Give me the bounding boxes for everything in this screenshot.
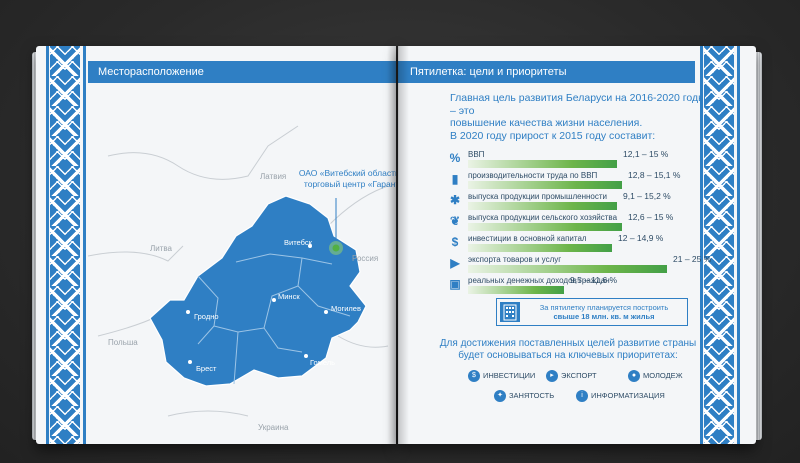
infobox-text: За пятилетку планируется построить свыше… xyxy=(525,303,683,321)
indicator-label: инвестиции в основной капитал xyxy=(468,234,587,243)
indicator-row: ❦ выпуска продукции сельского хозяйства 12… xyxy=(448,211,718,232)
city-mogilev: Могилев xyxy=(331,304,361,313)
chart-icon: ▮ xyxy=(451,172,459,186)
wallet-icon: ▣ xyxy=(449,277,461,291)
priorities-intro-line-1: Для достижения поставленных целей развит… xyxy=(439,338,697,349)
country-latvia: Латвия xyxy=(260,172,287,181)
money-icon: $ xyxy=(451,235,459,249)
callout-line-1: ОАО «Витебский областной xyxy=(298,168,396,178)
city-brest: Брест xyxy=(196,364,217,373)
priority-employment: ✦ ЗАНЯТОСТЬ xyxy=(494,390,554,402)
country-poland: Польша xyxy=(108,338,138,347)
indicator-row: ✱ выпуска продукции промышленности 9,1 – 1… xyxy=(448,190,718,211)
info-icon: i xyxy=(576,390,588,402)
priority-informatization: i ИНФОРМАТИЗАЦИЯ xyxy=(576,390,665,402)
indicator-value: 21 – 25 % xyxy=(673,254,712,264)
left-page-header: Месторасположение xyxy=(88,61,396,83)
indicator-label: ВВП xyxy=(468,150,485,159)
indicator-bar xyxy=(468,202,617,210)
indicator-label: экспорта товаров и услуг xyxy=(468,255,562,264)
belarus-map: ОАО «Витебский областной торговый центр … xyxy=(87,86,396,441)
indicator-bar xyxy=(468,286,564,294)
truck-icon: ▶ xyxy=(450,256,460,270)
indicator-label: выпуска продукции промышленности xyxy=(468,192,607,201)
priorities-intro-line-2: будет основываться на ключевых приоритет… xyxy=(458,350,678,361)
housing-infobox: За пятилетку планируется построить свыше… xyxy=(496,298,688,326)
truck-icon: ▸ xyxy=(546,370,558,382)
handshake-icon: ✦ xyxy=(494,390,506,402)
indicator-bar xyxy=(468,181,622,189)
intro-line-2: повышение качества жизни населения. xyxy=(450,117,643,129)
indicator-label: выпуска продукции сельского хозяйства xyxy=(468,213,618,222)
indicator-row: ▣ реальных денежных доходов граждан 9,5 – … xyxy=(448,274,718,295)
country-lithuania: Литва xyxy=(150,244,172,253)
priority-label: ИНФОРМАТИЗАЦИЯ xyxy=(591,390,665,400)
company-callout: ОАО «Витебский областной торговый центр … xyxy=(284,168,396,190)
people-icon: ● xyxy=(628,370,640,382)
indicator-row: ▶ экспорта товаров и услуг 21 – 25 % xyxy=(448,253,718,274)
leaf-icon: ❦ xyxy=(449,214,461,228)
right-page-header: Пятилетка: цели и приоритеты xyxy=(398,61,695,83)
ornament-band-left xyxy=(44,46,86,444)
indicator-label: производительности труда по ВВП xyxy=(468,171,598,180)
priorities-intro: Для достижения поставленных целей развит… xyxy=(438,338,698,362)
ornament-band-right xyxy=(698,46,740,444)
callout-line-2: торговый центр «Гарант» xyxy=(303,179,396,189)
city-grodno: Гродно xyxy=(194,312,219,321)
brochure-spread: Месторасположение xyxy=(32,40,762,445)
percent-icon: % xyxy=(449,151,461,165)
country-russia: Россия xyxy=(352,254,379,263)
left-page: Месторасположение xyxy=(36,46,396,444)
indicator-value: 12,1 – 15 % xyxy=(623,149,669,159)
city-minsk: Минск xyxy=(278,292,300,301)
map-graphic xyxy=(87,125,389,417)
priority-label: ЭКСПОРТ xyxy=(561,370,597,380)
priority-label: ИНВЕСТИЦИИ xyxy=(483,370,536,380)
growth-indicators: % ВВП 12,1 – 15 % ▮ производительности труда… xyxy=(448,148,718,295)
infobox-line-1: За пятилетку планируется построить xyxy=(539,303,669,312)
intro-text: Главная цель развития Беларуси на 2016-2… xyxy=(450,92,710,142)
dollar-icon: $ xyxy=(468,370,480,382)
indicator-value: 12,6 – 15 % xyxy=(628,212,674,222)
indicator-row: $ инвестиции в основной капитал 12 – 14,9 … xyxy=(448,232,718,253)
priority-investments: $ ИНВЕСТИЦИИ xyxy=(468,370,535,382)
city-vitebsk: Витебск xyxy=(284,238,312,247)
building-icon xyxy=(500,302,520,322)
right-page: Пятилетка: цели и приоритеты Главная цел… xyxy=(398,46,756,444)
indicator-bar xyxy=(468,223,622,231)
indicator-label: реальных денежных доходов граждан xyxy=(468,276,610,285)
priority-youth: ● МОЛОДЕЖ xyxy=(628,370,683,382)
indicator-value: 12,8 – 15,1 % xyxy=(628,170,681,180)
intro-line-3: В 2020 году прирост к 2015 году составит… xyxy=(450,129,656,142)
indicator-value: 9,1 – 15,2 % xyxy=(623,191,671,201)
city-gomel: Гомель xyxy=(310,358,336,367)
indicator-row: % ВВП 12,1 – 15 % xyxy=(448,148,718,169)
infobox-line-2: свыше 18 млн. кв. м жилья xyxy=(553,312,655,321)
intro-line-1: Главная цель развития Беларуси на 2016-2… xyxy=(450,92,706,117)
indicator-bar xyxy=(468,160,617,168)
country-ukraine: Украина xyxy=(258,423,289,432)
indicator-row: ▮ производительности труда по ВВП 12,8 – 1… xyxy=(448,169,718,190)
indicator-value: 9,5 – 11,6 % xyxy=(570,275,618,285)
gear-icon: ✱ xyxy=(449,193,461,207)
page-stack-right xyxy=(752,52,762,440)
priority-label: МОЛОДЕЖ xyxy=(643,370,683,380)
indicator-bar xyxy=(468,265,667,273)
priority-label: ЗАНЯТОСТЬ xyxy=(509,390,555,400)
indicator-bar xyxy=(468,244,612,252)
priority-export: ▸ ЭКСПОРТ xyxy=(546,370,597,382)
indicator-value: 12 – 14,9 % xyxy=(618,233,664,243)
